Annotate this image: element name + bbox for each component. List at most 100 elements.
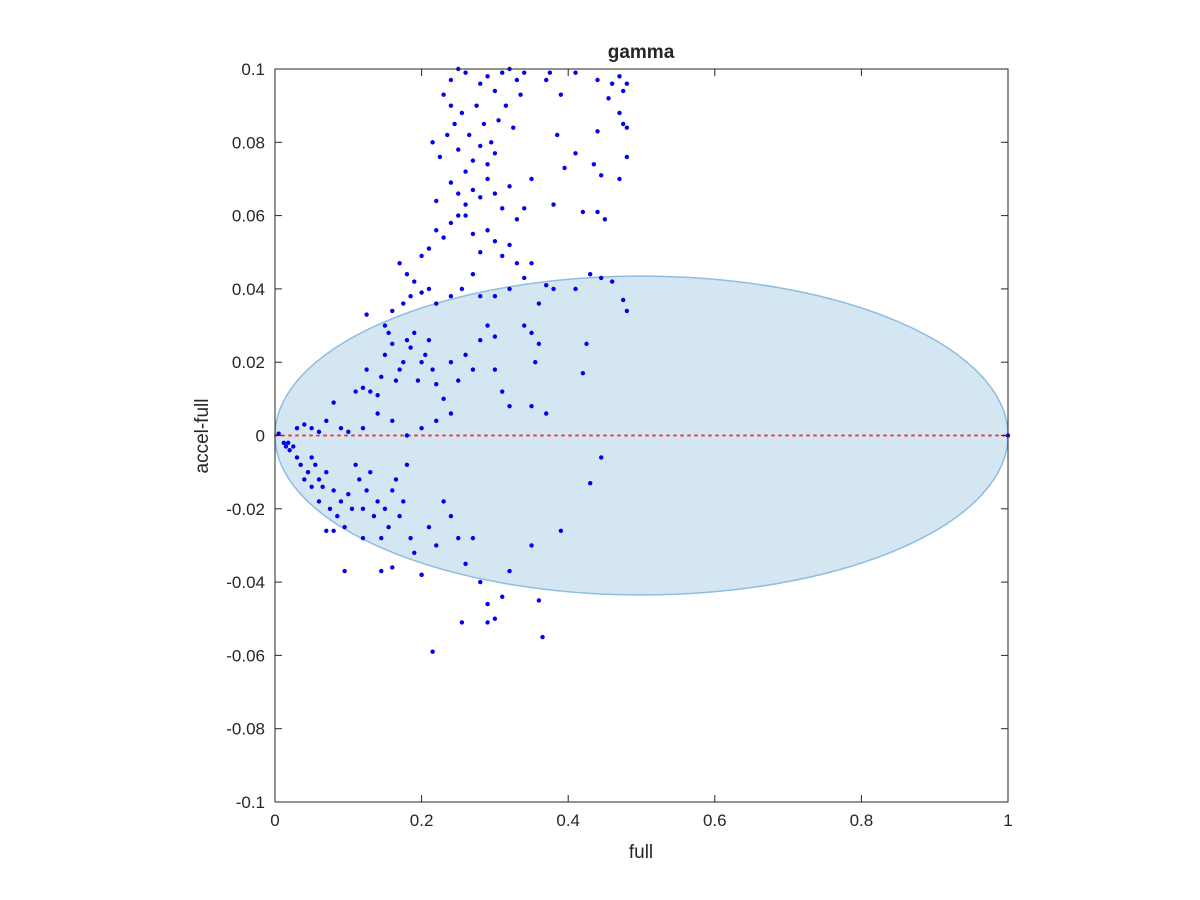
data-point xyxy=(459,286,465,292)
data-point xyxy=(492,294,498,299)
data-point xyxy=(357,477,362,482)
data-point xyxy=(408,345,413,350)
points-layer xyxy=(276,66,1011,654)
data-point xyxy=(360,385,366,391)
data-point xyxy=(404,433,410,438)
data-point xyxy=(485,601,490,607)
data-point xyxy=(624,308,630,314)
data-point xyxy=(544,411,549,416)
data-point xyxy=(478,338,483,343)
data-point xyxy=(393,477,399,482)
data-point xyxy=(456,535,461,541)
data-point xyxy=(313,462,318,468)
data-point xyxy=(529,543,534,548)
data-point xyxy=(331,400,336,405)
data-point xyxy=(478,143,483,149)
data-point xyxy=(500,253,505,259)
data-point xyxy=(426,524,432,530)
data-point xyxy=(529,176,534,182)
data-point xyxy=(514,261,520,266)
data-point xyxy=(393,378,399,383)
data-point xyxy=(404,272,410,277)
data-point xyxy=(335,513,340,519)
data-point xyxy=(573,70,578,75)
data-point xyxy=(492,88,498,94)
data-point xyxy=(338,425,344,431)
data-point xyxy=(379,374,384,380)
data-point xyxy=(470,535,476,541)
data-point xyxy=(507,568,512,574)
data-point xyxy=(507,184,512,189)
data-point xyxy=(492,191,498,196)
data-point xyxy=(397,513,402,519)
x-tick-label: 0.2 xyxy=(410,811,434,830)
data-point xyxy=(529,403,534,409)
x-axis-label: full xyxy=(629,842,653,863)
data-point xyxy=(386,524,391,530)
data-point xyxy=(514,217,520,222)
data-point xyxy=(456,191,461,196)
data-point xyxy=(511,125,516,130)
data-point xyxy=(382,506,388,511)
data-point xyxy=(485,74,490,79)
data-point xyxy=(492,367,498,372)
data-point xyxy=(360,425,366,431)
data-point xyxy=(503,103,509,108)
data-point xyxy=(470,158,476,163)
data-point xyxy=(309,455,314,460)
data-point xyxy=(346,429,351,435)
data-point xyxy=(595,209,600,215)
data-point xyxy=(316,477,322,482)
data-point xyxy=(390,565,395,570)
data-point xyxy=(441,396,446,402)
data-point xyxy=(276,431,281,436)
data-point xyxy=(456,378,461,383)
y-tick-label: -0.02 xyxy=(226,500,265,519)
data-point xyxy=(522,70,527,75)
data-point xyxy=(617,176,622,182)
data-point xyxy=(441,499,446,504)
data-point xyxy=(364,312,369,317)
data-point xyxy=(441,235,446,240)
data-point xyxy=(448,411,454,416)
data-point xyxy=(448,180,454,185)
data-point xyxy=(580,370,586,376)
data-point xyxy=(401,499,406,504)
data-point xyxy=(302,422,307,427)
data-point xyxy=(390,488,395,493)
data-point xyxy=(415,378,421,383)
data-point xyxy=(540,634,545,640)
data-point xyxy=(492,239,498,244)
data-point xyxy=(419,360,424,365)
data-point xyxy=(419,572,424,577)
data-point xyxy=(456,213,461,218)
data-point xyxy=(492,334,498,339)
data-point xyxy=(536,301,542,306)
data-point xyxy=(500,206,505,211)
data-point xyxy=(408,535,413,541)
data-point xyxy=(463,352,468,358)
data-point xyxy=(602,217,608,222)
data-point xyxy=(474,103,479,108)
data-point xyxy=(294,455,300,460)
data-point xyxy=(324,418,329,424)
data-point xyxy=(609,81,615,86)
data-point xyxy=(419,290,424,295)
data-point xyxy=(587,480,593,486)
data-point xyxy=(412,550,417,555)
data-point xyxy=(434,198,439,204)
data-point xyxy=(580,209,586,215)
data-point xyxy=(426,246,432,251)
data-point xyxy=(364,488,369,493)
data-point xyxy=(291,444,296,449)
data-point xyxy=(478,294,483,299)
y-tick-label: 0.1 xyxy=(241,60,265,79)
data-point xyxy=(309,484,314,490)
data-point xyxy=(507,242,512,248)
data-point xyxy=(412,279,417,284)
data-point xyxy=(430,367,435,372)
y-tick-label: -0.04 xyxy=(226,573,265,592)
data-point xyxy=(558,528,564,533)
data-point xyxy=(445,132,450,138)
data-point xyxy=(598,173,604,178)
